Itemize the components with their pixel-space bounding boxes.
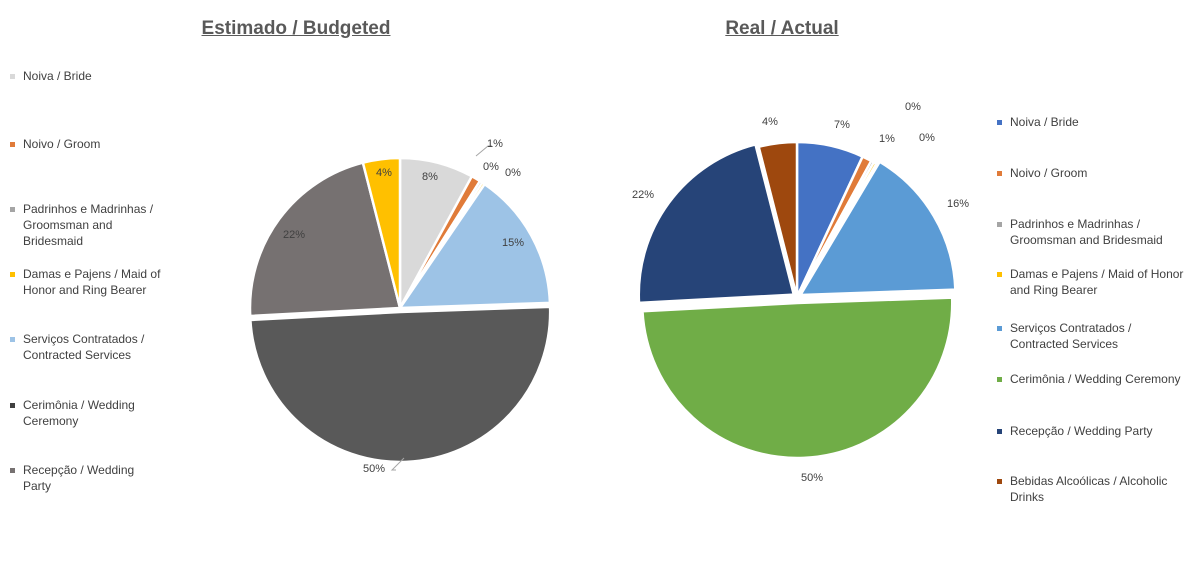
actual-slice-4 bbox=[798, 160, 957, 297]
budgeted-slice-4 bbox=[397, 182, 552, 310]
budgeted-data-label-6: 22% bbox=[283, 229, 305, 241]
actual-legend-item-5: Cerimônia / Wedding Ceremony bbox=[997, 371, 1190, 387]
actual-legend-item-4: Serviços Contratados / Contracted Servic… bbox=[997, 320, 1190, 352]
actual-legend-item-0: Noiva / Bride bbox=[997, 114, 1190, 130]
budgeted-legend-label-0: Noiva / Bride bbox=[23, 69, 92, 83]
budgeted-legend-swatch-2 bbox=[10, 207, 15, 212]
actual-data-label-7: 4% bbox=[762, 116, 778, 128]
budgeted-slice-5 bbox=[249, 305, 552, 464]
budgeted-data-label-0: 8% bbox=[422, 171, 438, 183]
actual-data-label-1: 1% bbox=[879, 133, 895, 145]
budgeted-data-label-2: 0% bbox=[483, 161, 499, 173]
actual-data-label-2: 0% bbox=[905, 101, 921, 113]
actual-slice-3 bbox=[795, 160, 879, 298]
actual-pie: 7% 1% 0% 0% 16% 50% 22% 4% bbox=[632, 101, 969, 484]
budgeted-legend-label-2: Padrinhos e Madrinhas / Groomsman and Br… bbox=[23, 202, 154, 248]
actual-legend-swatch-7 bbox=[997, 479, 1002, 484]
actual-data-label-5: 50% bbox=[801, 472, 823, 484]
actual-data-label-3: 0% bbox=[919, 132, 935, 144]
budgeted-data-label-5: 50% bbox=[363, 463, 385, 475]
budgeted-data-label-4: 15% bbox=[502, 237, 524, 249]
actual-legend-label-3: Damas e Pajens / Maid of Honor and Ring … bbox=[1010, 267, 1184, 297]
budgeted-legend-label-1: Noivo / Groom bbox=[23, 137, 101, 151]
actual-legend-label-4: Serviços Contratados / Contracted Servic… bbox=[1010, 321, 1132, 351]
budgeted-legend-swatch-5 bbox=[10, 403, 15, 408]
budgeted-legend-swatch-6 bbox=[10, 468, 15, 473]
budgeted-legend-item-2: Padrinhos e Madrinhas / Groomsman and Br… bbox=[10, 201, 163, 249]
actual-legend-item-7: Bebidas Alcoólicas / Alcoholic Drinks bbox=[997, 473, 1190, 505]
actual-legend-swatch-2 bbox=[997, 222, 1002, 227]
actual-legend-item-3: Damas e Pajens / Maid of Honor and Ring … bbox=[997, 266, 1190, 298]
budgeted-leader-line-5 bbox=[390, 457, 405, 471]
budgeted-data-label-7: 4% bbox=[376, 167, 392, 179]
actual-legend-item-6: Recepção / Wedding Party bbox=[997, 423, 1190, 439]
actual-legend-swatch-1 bbox=[997, 171, 1002, 176]
budgeted-pie: 8% 1% 0% 0% 15% 50% 22% 4% bbox=[248, 138, 552, 475]
actual-legend-label-7: Bebidas Alcoólicas / Alcoholic Drinks bbox=[1010, 474, 1168, 504]
budgeted-data-label-3: 0% bbox=[505, 167, 521, 179]
actual-legend-swatch-6 bbox=[997, 429, 1002, 434]
budgeted-legend-swatch-0 bbox=[10, 74, 15, 79]
actual-legend-label-0: Noiva / Bride bbox=[1010, 115, 1079, 129]
budgeted-leader-line-1 bbox=[475, 145, 492, 157]
budgeted-legend-item-4: Serviços Contratados / Contracted Servic… bbox=[10, 331, 163, 363]
actual-legend-item-2: Padrinhos e Madrinhas / Groomsman and Br… bbox=[997, 216, 1190, 248]
actual-slice-5 bbox=[641, 296, 954, 460]
budgeted-legend-label-6: Recepção / Wedding Party bbox=[23, 463, 135, 493]
budgeted-legend-label-3: Damas e Pajens / Maid of Honor and Ring … bbox=[23, 267, 161, 297]
budgeted-legend-swatch-4 bbox=[10, 337, 15, 342]
actual-legend-label-1: Noivo / Groom bbox=[1010, 166, 1088, 180]
budgeted-legend-item-0: Noiva / Bride bbox=[10, 68, 163, 84]
budgeted-slice-6 bbox=[248, 161, 402, 318]
budgeted-chart-title: Estimado / Budgeted bbox=[201, 18, 391, 39]
budgeted-legend-swatch-1 bbox=[10, 142, 15, 147]
actual-data-label-6: 22% bbox=[632, 189, 654, 201]
actual-legend-swatch-5 bbox=[997, 377, 1002, 382]
budgeted-legend-item-1: Noivo / Groom bbox=[10, 136, 163, 152]
budgeted-data-label-1: 1% bbox=[487, 138, 503, 150]
actual-chart-title: Real / Actual bbox=[725, 18, 839, 39]
budgeted-legend-swatch-3 bbox=[10, 272, 15, 277]
actual-legend-item-1: Noivo / Groom bbox=[997, 165, 1190, 181]
actual-legend-swatch-3 bbox=[997, 272, 1002, 277]
actual-legend-label-2: Padrinhos e Madrinhas / Groomsman and Br… bbox=[1010, 217, 1163, 247]
actual-slice-6 bbox=[637, 142, 796, 305]
budgeted-legend-item-5: Cerimônia / Wedding Ceremony bbox=[10, 397, 163, 429]
actual-legend-label-6: Recepção / Wedding Party bbox=[1010, 424, 1153, 438]
actual-data-label-0: 7% bbox=[834, 119, 850, 131]
actual-slice-7 bbox=[757, 140, 799, 298]
budgeted-slice-7 bbox=[361, 156, 402, 309]
actual-legend-label-5: Cerimônia / Wedding Ceremony bbox=[1010, 372, 1181, 386]
actual-data-label-4: 16% bbox=[947, 198, 969, 210]
actual-legend-swatch-4 bbox=[997, 326, 1002, 331]
budgeted-legend-label-5: Cerimônia / Wedding Ceremony bbox=[23, 398, 135, 428]
budgeted-legend-item-6: Recepção / Wedding Party bbox=[10, 462, 163, 494]
budgeted-legend-label-4: Serviços Contratados / Contracted Servic… bbox=[23, 332, 145, 362]
budgeted-legend-item-3: Damas e Pajens / Maid of Honor and Ring … bbox=[10, 266, 163, 298]
actual-legend-swatch-0 bbox=[997, 120, 1002, 125]
